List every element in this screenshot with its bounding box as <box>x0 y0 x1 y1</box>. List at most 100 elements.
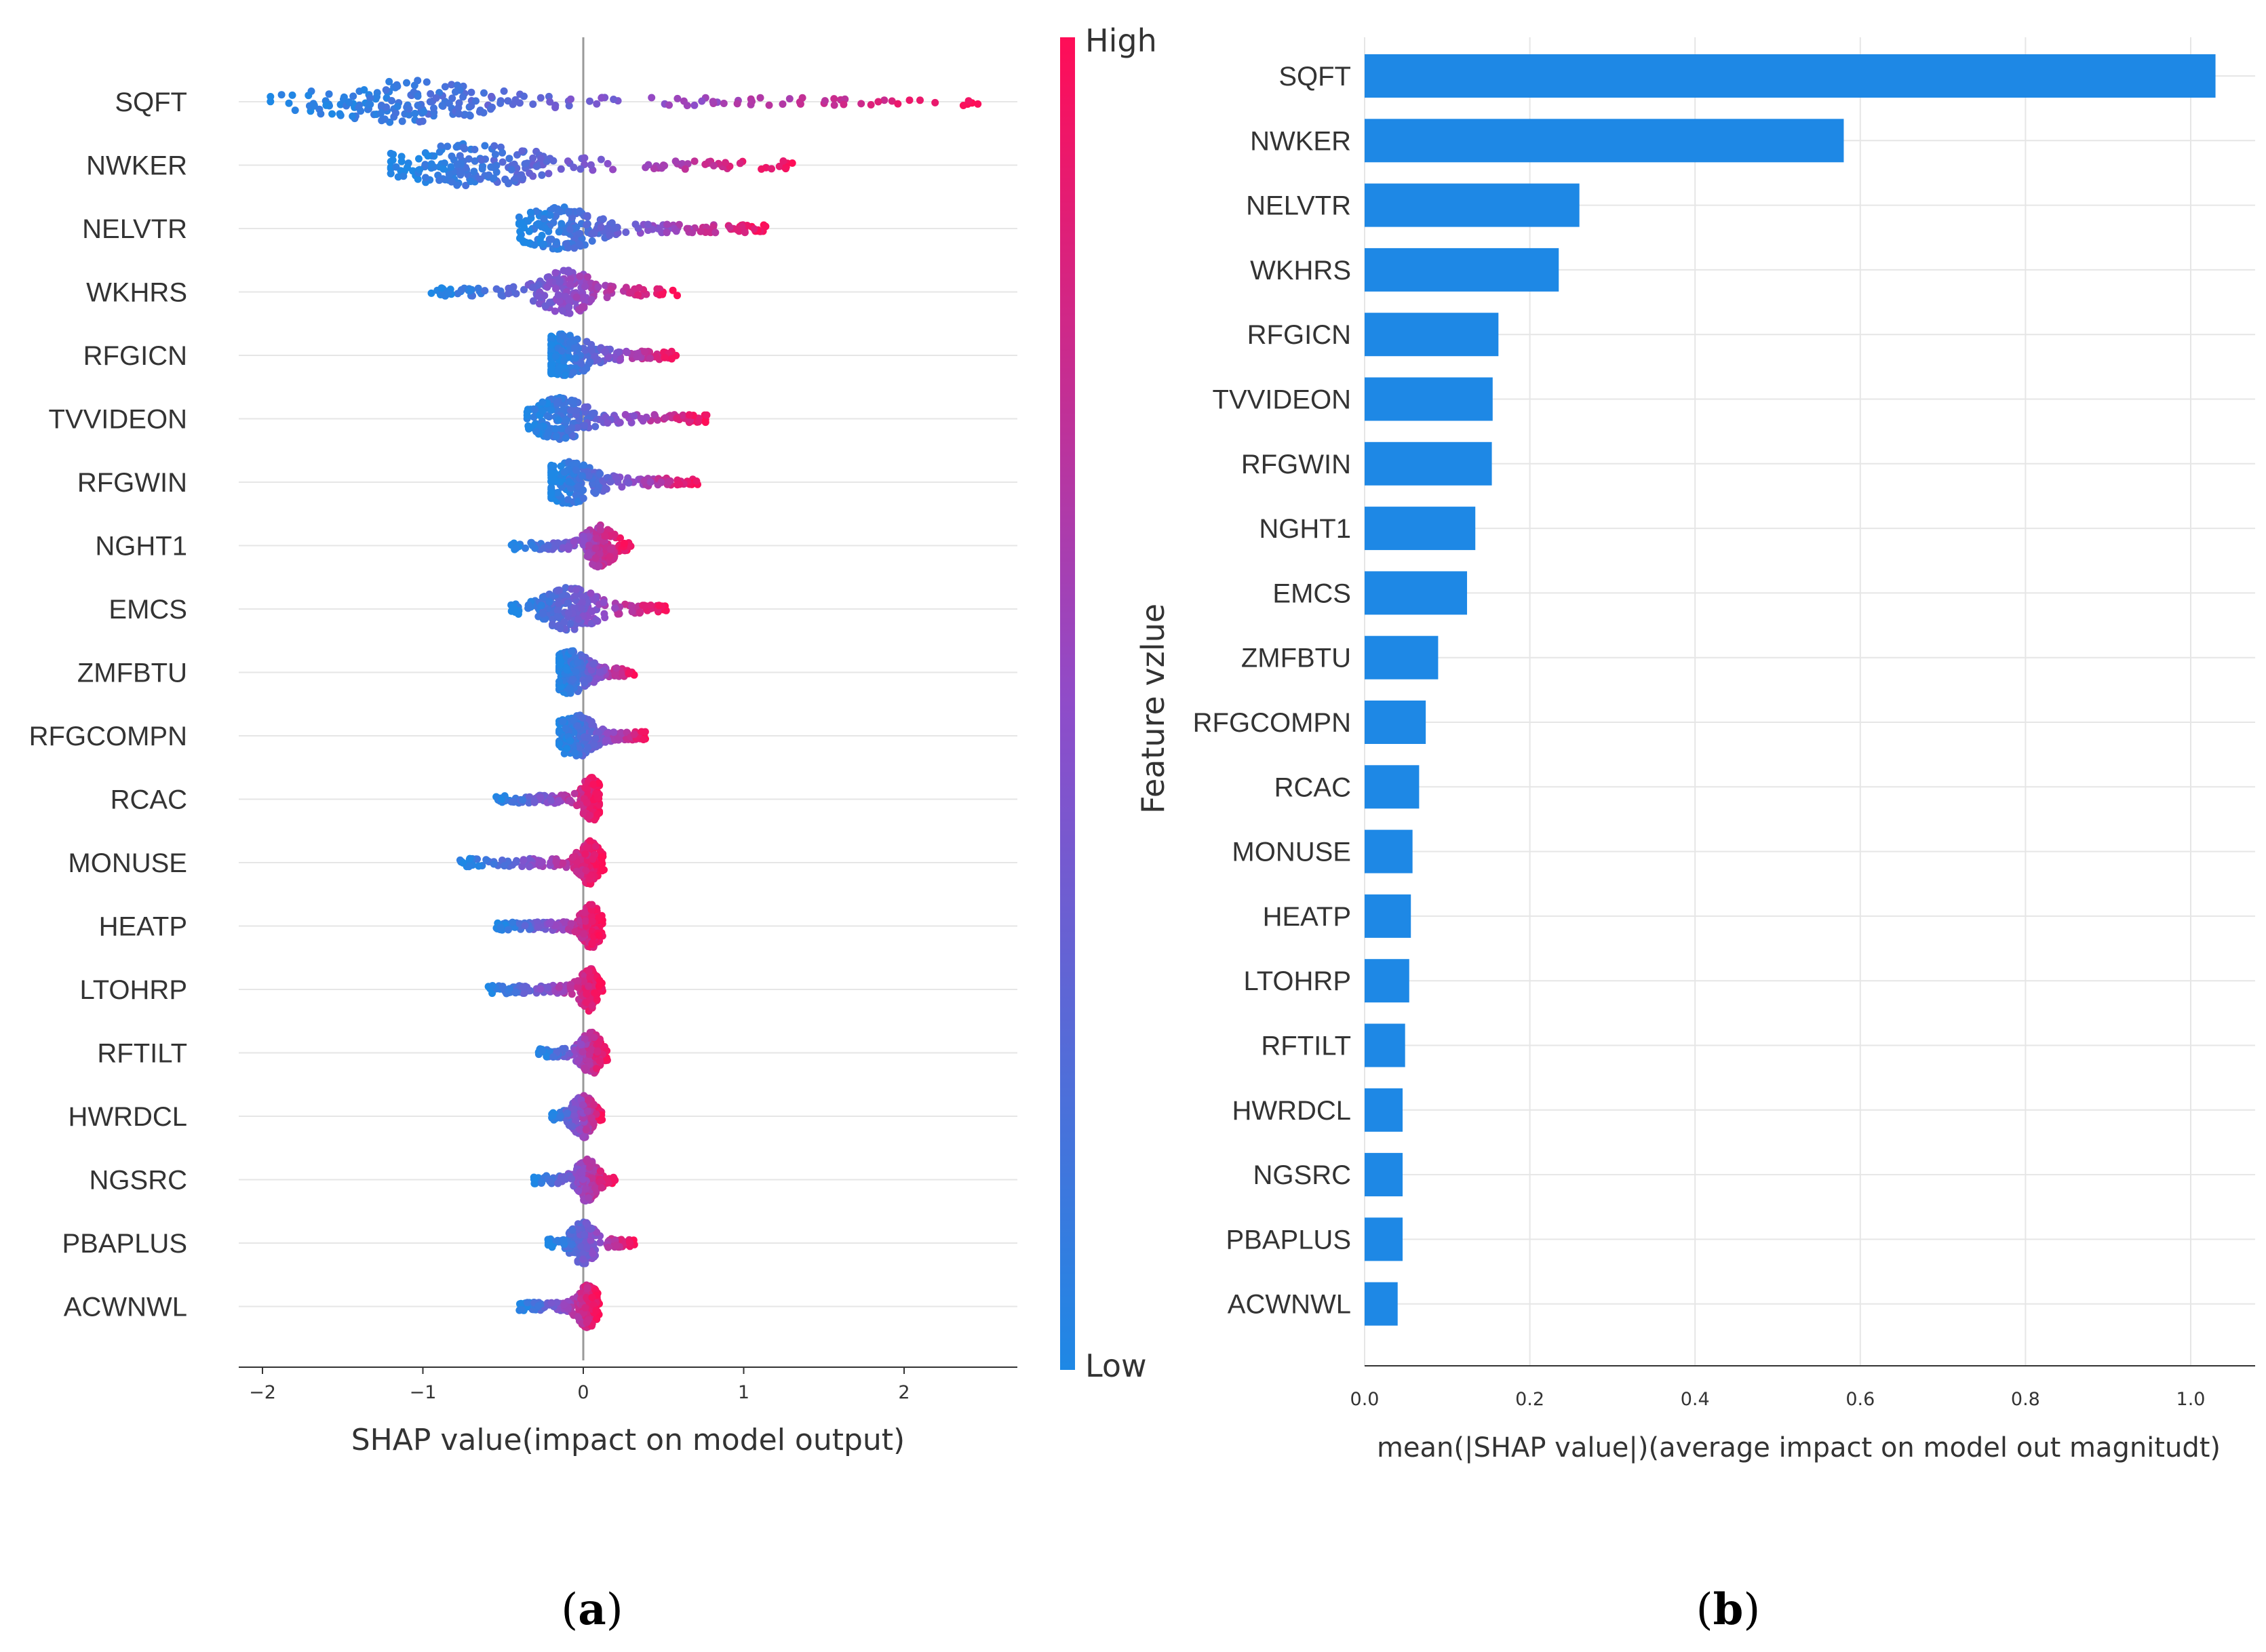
shap-point <box>733 226 741 234</box>
shap-point <box>568 1175 576 1183</box>
beeswarm-row-ltohrp <box>484 965 606 1015</box>
feature-label-rftilt: RFTILT <box>97 1039 187 1069</box>
shap-point <box>551 307 559 315</box>
shap-point <box>414 92 422 100</box>
shap-point <box>393 82 402 90</box>
shap-point <box>593 1315 600 1323</box>
shap-point <box>610 728 618 736</box>
shap-point <box>427 160 435 168</box>
bar-wkhrs <box>1365 248 1559 292</box>
shap-point <box>403 103 411 111</box>
shap-point <box>437 284 446 292</box>
shap-point <box>459 859 467 867</box>
shap-point <box>578 294 586 302</box>
shap-point <box>267 93 275 100</box>
shap-point <box>880 96 888 104</box>
shap-point <box>585 551 593 559</box>
shap-point <box>589 855 597 863</box>
shap-point <box>583 786 591 794</box>
shap-point <box>673 94 682 102</box>
bar-rfgicn <box>1365 313 1499 357</box>
shap-point <box>517 171 525 179</box>
shap-point <box>556 625 564 633</box>
shap-point <box>545 170 553 178</box>
shap-point <box>478 165 486 173</box>
shap-point <box>591 489 600 497</box>
shap-point <box>574 1225 582 1234</box>
shap-point <box>586 837 594 845</box>
shap-point <box>554 1179 562 1187</box>
shap-point <box>840 100 848 109</box>
shap-point <box>574 1057 582 1065</box>
shap-point <box>830 101 838 109</box>
shap-point <box>497 795 505 804</box>
shap-point <box>597 155 605 163</box>
shap-point <box>520 286 528 294</box>
shap-point <box>612 473 620 481</box>
shap-point <box>532 162 541 170</box>
shap-point <box>589 781 598 789</box>
shap-point <box>701 160 709 168</box>
shap-point <box>530 1179 539 1187</box>
shap-point <box>625 479 633 487</box>
shap-point <box>529 283 537 292</box>
shap-point <box>532 208 540 215</box>
shap-point <box>623 349 631 357</box>
shap-point <box>480 89 488 97</box>
shap-point <box>579 472 587 480</box>
shap-point <box>595 982 603 990</box>
shap-point <box>545 1238 553 1245</box>
feature-label-zmfbtu: ZMFBTU <box>77 658 187 688</box>
shap-point <box>543 984 551 992</box>
shap-point <box>644 220 652 229</box>
shap-point <box>595 728 602 736</box>
shap-point <box>525 799 533 807</box>
shap-point <box>606 553 614 561</box>
shap-point <box>585 982 593 990</box>
panel-a-close-paren: ) <box>606 1585 623 1635</box>
shap-point <box>376 109 385 117</box>
shap-point <box>564 157 572 165</box>
shap-point <box>310 101 318 109</box>
shap-point <box>591 544 600 552</box>
shap-point <box>591 734 600 743</box>
beeswarm-row-hwrdcl <box>548 1092 606 1141</box>
shap-point <box>322 101 330 109</box>
shap-point <box>579 1048 587 1056</box>
feature-label-nelvtr: NELVTR <box>82 214 187 244</box>
shap-point <box>453 181 461 189</box>
bar-label-hwrdcl: HWRDCL <box>1232 1096 1351 1126</box>
shap-point <box>577 1040 585 1048</box>
shap-point <box>563 1109 571 1118</box>
shap-point <box>579 1133 587 1141</box>
shap-point <box>614 610 622 618</box>
shap-point <box>547 469 555 477</box>
shap-point <box>583 999 591 1006</box>
shap-point <box>513 151 521 159</box>
bar-label-rftilt: RFTILT <box>1261 1031 1351 1061</box>
feature-label-rcac: RCAC <box>111 785 187 815</box>
shap-point <box>453 160 461 168</box>
shap-point <box>652 353 660 361</box>
shap-point <box>547 298 555 307</box>
shap-point <box>568 214 576 222</box>
shap-point <box>588 237 596 245</box>
shap-point <box>592 789 600 798</box>
shap-point <box>566 736 574 745</box>
shap-point <box>547 235 555 243</box>
shap-point <box>492 168 501 176</box>
shap-point <box>490 860 498 868</box>
bar-x-tick-label: 0.4 <box>1681 1389 1710 1410</box>
shap-point <box>589 1249 597 1257</box>
shap-point <box>587 340 595 349</box>
shap-point <box>570 368 577 376</box>
shap-point <box>590 1101 598 1109</box>
shap-point <box>529 297 537 305</box>
shap-point <box>594 356 602 364</box>
shap-point <box>567 95 574 103</box>
feature-label-ngsrc: NGSRC <box>90 1166 187 1196</box>
shap-point <box>554 416 562 425</box>
bar-x-tick-label: 0.2 <box>1515 1389 1544 1410</box>
shap-point <box>579 494 587 503</box>
shap-point <box>536 793 545 802</box>
